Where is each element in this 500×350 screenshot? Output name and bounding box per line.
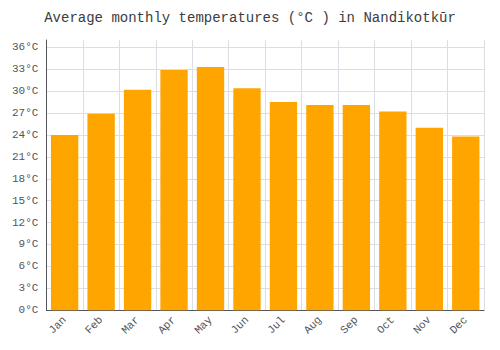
- svg-text:0°C: 0°C: [19, 304, 39, 316]
- svg-text:33°C: 33°C: [12, 63, 39, 75]
- svg-text:Dec: Dec: [448, 314, 470, 336]
- svg-text:9°C: 9°C: [19, 238, 39, 250]
- svg-text:Aug: Aug: [302, 314, 324, 336]
- svg-text:Apr: Apr: [156, 314, 178, 336]
- svg-text:24°C: 24°C: [12, 129, 39, 141]
- svg-text:12°C: 12°C: [12, 217, 39, 229]
- svg-text:Jun: Jun: [229, 314, 251, 336]
- svg-text:Jul: Jul: [265, 314, 287, 336]
- svg-text:18°C: 18°C: [12, 173, 39, 185]
- svg-text:30°C: 30°C: [12, 85, 39, 97]
- svg-text:Jan: Jan: [46, 314, 68, 336]
- svg-text:Average monthly temperatures (: Average monthly temperatures (°C ) in Na…: [44, 10, 456, 26]
- svg-text:21°C: 21°C: [12, 151, 39, 163]
- svg-text:Nov: Nov: [411, 314, 434, 337]
- svg-text:May: May: [192, 314, 215, 337]
- svg-text:36°C: 36°C: [12, 41, 39, 53]
- svg-text:Sep: Sep: [338, 314, 360, 336]
- svg-text:3°C: 3°C: [19, 282, 39, 294]
- svg-text:Mar: Mar: [119, 314, 141, 336]
- svg-text:6°C: 6°C: [19, 260, 39, 272]
- svg-text:27°C: 27°C: [12, 107, 39, 119]
- svg-text:Feb: Feb: [83, 314, 105, 336]
- svg-text:Oct: Oct: [375, 314, 397, 336]
- svg-text:15°C: 15°C: [12, 195, 39, 207]
